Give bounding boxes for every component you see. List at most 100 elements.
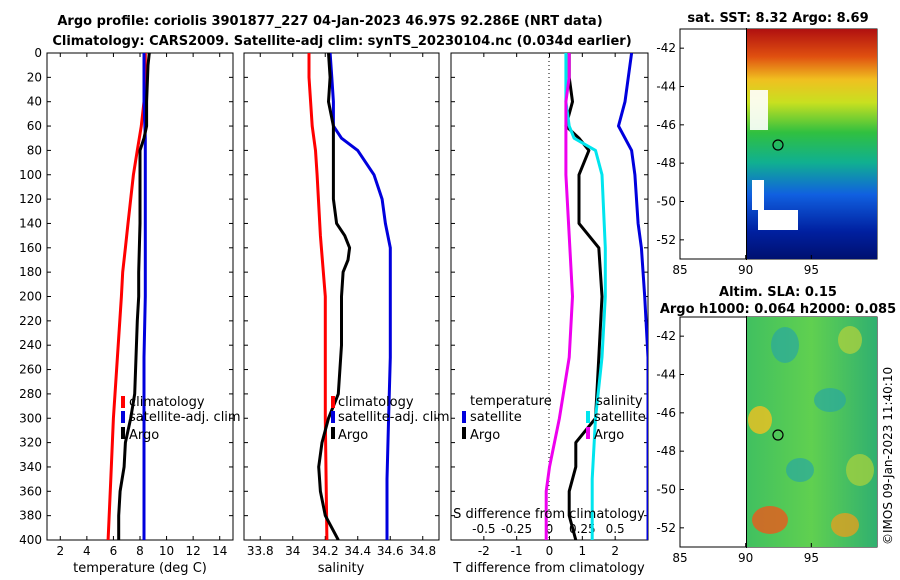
- s-diff-xlabel: S difference from climatology: [453, 507, 645, 522]
- legend-climatology-swatch: [121, 396, 125, 408]
- legend-satellite-label: satellite-adj. clim: [338, 410, 450, 425]
- legend-s-argo-label: Argo: [594, 428, 624, 443]
- figure-title-line2: Climatology: CARS2009. Satellite-adj cli…: [52, 34, 631, 49]
- y-tick-label: 260: [19, 363, 42, 377]
- legend-t-argo-label: Argo: [470, 428, 500, 443]
- map-y-tick-label: -46: [656, 118, 676, 132]
- map-x-tick-label: 90: [738, 551, 753, 565]
- map-y-tick-label: -48: [656, 156, 676, 170]
- sst-land-edge: [746, 28, 747, 260]
- legend-argo-label: Argo: [338, 428, 368, 443]
- x-tick-label: 10: [159, 544, 174, 558]
- sla-map: [679, 316, 878, 548]
- x-tick-label: 14: [212, 544, 227, 558]
- sla-eddy: [838, 326, 862, 354]
- y-tick-label: 140: [19, 216, 42, 230]
- y-tick-label: 300: [19, 411, 42, 425]
- map-y-tick-label: -50: [656, 195, 676, 209]
- sst-cloud-mask: [758, 210, 798, 230]
- sla-eddy: [748, 406, 772, 434]
- x-tick-label: 33.8: [247, 544, 274, 558]
- x2-tick-label: -0.25: [501, 522, 532, 536]
- y-tick-label: 320: [19, 436, 42, 450]
- map-x-tick-label: 95: [804, 263, 819, 277]
- map-y-tick-label: -44: [656, 368, 676, 382]
- series-line-satellite-adj-clim: [142, 53, 147, 540]
- series-line-satellite-adj-clim: [328, 53, 392, 540]
- sla-eddy: [752, 506, 788, 534]
- legend-temperature-title: temperature: [470, 394, 552, 409]
- map-y-tick-label: -44: [656, 80, 676, 94]
- x2-tick-label: 0.5: [606, 522, 625, 536]
- legend-salinity-title: salinity: [596, 394, 643, 409]
- series-line-argo: [317, 53, 352, 540]
- x-tick-label: 34.4: [344, 544, 371, 558]
- x-tick-label: 2: [611, 544, 619, 558]
- y-tick-label: 60: [27, 119, 42, 133]
- sla-eddy: [846, 454, 874, 486]
- sla-map-title2: Argo h1000: 0.064 h2000: 0.085: [660, 302, 896, 317]
- sla-eddy: [771, 327, 799, 363]
- map-x-tick-label: 90: [738, 263, 753, 277]
- x-tick-label: -1: [511, 544, 523, 558]
- legend-argo-label: Argo: [129, 428, 159, 443]
- x-tick-label: 4: [83, 544, 91, 558]
- series-line-climatology: [307, 53, 329, 540]
- x2-tick-label: 0: [546, 522, 554, 536]
- legend-argo-swatch: [331, 427, 335, 439]
- legend-t-satellite-label: satellite: [470, 410, 522, 425]
- map-x-tick-label: 85: [672, 263, 687, 277]
- x-tick-label: 6: [110, 544, 118, 558]
- map-y-tick-label: -50: [656, 483, 676, 497]
- map-y-tick-label: -52: [656, 233, 676, 247]
- y-tick-label: 40: [27, 95, 42, 109]
- legend-satellite-swatch: [331, 411, 335, 423]
- x-tick-label: 34.2: [312, 544, 339, 558]
- y-tick-label: 200: [19, 290, 42, 304]
- t-diff-xlabel: T difference from climatology: [452, 561, 645, 576]
- legend-satellite-label: satellite-adj. clim: [129, 410, 241, 425]
- x-tick-label: 2: [56, 544, 64, 558]
- sla-land-edge: [746, 316, 747, 548]
- x-tick-label: 34: [285, 544, 300, 558]
- y-tick-label: 20: [27, 70, 42, 84]
- x-tick-label: 0: [546, 544, 554, 558]
- x-tick-label: 12: [186, 544, 201, 558]
- x2-tick-label: -0.5: [472, 522, 495, 536]
- y-tick-label: 80: [27, 143, 42, 157]
- map-x-tick-label: 85: [672, 551, 687, 565]
- y-tick-label: 380: [19, 509, 42, 523]
- y-tick-label: 220: [19, 314, 42, 328]
- sst-map-title: sat. SST: 8.32 Argo: 8.69: [687, 11, 868, 26]
- legend-climatology-label: climatology: [129, 395, 205, 410]
- y-tick-label: 400: [19, 533, 42, 547]
- argo-float-marker: [772, 139, 784, 151]
- sla-eddy: [814, 388, 846, 412]
- map-x-tick-label: 95: [804, 551, 819, 565]
- map-y-tick-label: -48: [656, 444, 676, 458]
- legend-climatology-label: climatology: [338, 395, 414, 410]
- x-tick-label: 1: [579, 544, 587, 558]
- legend-t-satellite-swatch: [462, 411, 466, 423]
- map-y-tick-label: -52: [656, 521, 676, 535]
- y-tick-label: 180: [19, 265, 42, 279]
- figure-title-line1: Argo profile: coriolis 3901877_227 04-Ja…: [57, 14, 602, 29]
- argo-float-marker: [772, 429, 784, 441]
- sla-eddy: [786, 458, 814, 482]
- legend-argo-swatch: [121, 427, 125, 439]
- legend-s-satellite-label: satellite: [594, 410, 646, 425]
- map-y-tick-label: -46: [656, 406, 676, 420]
- salinity-xlabel: salinity: [318, 561, 365, 576]
- temperature-xlabel: temperature (deg C): [73, 561, 207, 576]
- series-line-t-satellite: [617, 53, 648, 540]
- x2-tick-label: 0.25: [569, 522, 596, 536]
- legend-climatology-swatch: [331, 396, 335, 408]
- x-tick-label: 34.8: [409, 544, 436, 558]
- sla-eddy: [831, 513, 859, 537]
- sla-map-title1: Altim. SLA: 0.15: [719, 285, 837, 300]
- y-tick-label: 360: [19, 484, 42, 498]
- difference-legend: temperature satellite Argo salinity sate…: [462, 394, 646, 443]
- legend-s-satellite-swatch: [586, 411, 590, 423]
- x-tick-label: 8: [136, 544, 144, 558]
